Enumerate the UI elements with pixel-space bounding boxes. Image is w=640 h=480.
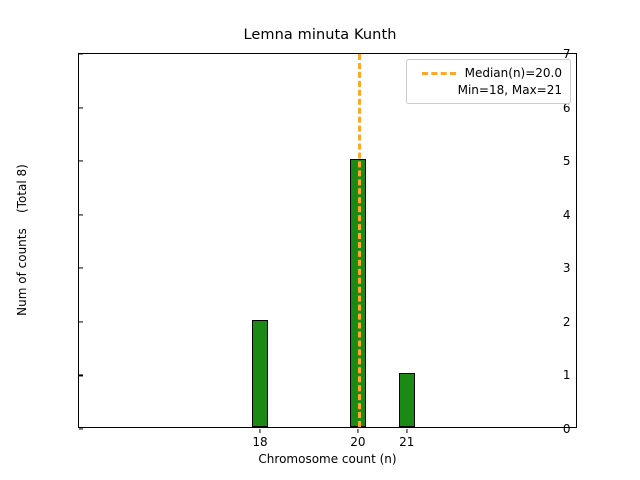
y-tick-mark — [79, 374, 83, 376]
y-tick-mark — [79, 106, 83, 109]
y-tick-mark — [79, 160, 83, 162]
x-tick-mark — [357, 429, 359, 433]
y-tick-label: 3 — [562, 261, 571, 276]
legend-entry-0: Median(n)=20.0 — [415, 66, 562, 80]
y-tick-label: 7 — [562, 47, 571, 61]
x-tick-label: 18 — [252, 435, 268, 449]
legend-dashed-line-icon — [421, 71, 456, 75]
legend-label: Min=18, Max=21 — [457, 83, 562, 97]
plot-axes: 0 1 2 3 4 5 6 7 18 20 21 Median(n)=20.0 Min=18, Ma… — [78, 47, 577, 449]
y-tick-label: 1 — [562, 368, 571, 383]
y-tick-mark — [79, 428, 83, 430]
x-tick-label: 20 — [350, 435, 366, 449]
x-tick-mark — [259, 429, 261, 433]
x-axis-label: Chromosome count (n) — [258, 452, 397, 466]
x-tick-mark — [406, 429, 408, 433]
legend-entry-1: Min=18, Max=21 — [415, 83, 562, 97]
y-tick-label: 2 — [562, 314, 571, 329]
y-axis-label: Num of counts (Total 8) — [15, 164, 29, 316]
y-tick-label: 5 — [562, 154, 571, 169]
y-tick-mark — [79, 267, 83, 269]
bar-21 — [398, 373, 415, 427]
legend-label: Median(n)=20.0 — [464, 66, 562, 80]
chart-title: Lemna minuta Kunth — [243, 27, 397, 43]
median-vline-annotation — [357, 54, 361, 427]
y-tick-label: 0 — [562, 422, 571, 436]
y-tick-mark — [79, 214, 83, 216]
y-tick-label: 4 — [562, 207, 571, 222]
y-tick-mark — [79, 53, 83, 55]
y-tick-mark — [79, 321, 83, 323]
x-tick-label: 21 — [399, 435, 415, 449]
chart-legend: Median(n)=20.0 Min=18, Max=21 — [405, 59, 571, 104]
bar-18 — [252, 319, 268, 427]
y-tick-label: 6 — [562, 100, 571, 115]
plot-area — [79, 54, 576, 427]
bar-20 — [350, 159, 366, 427]
